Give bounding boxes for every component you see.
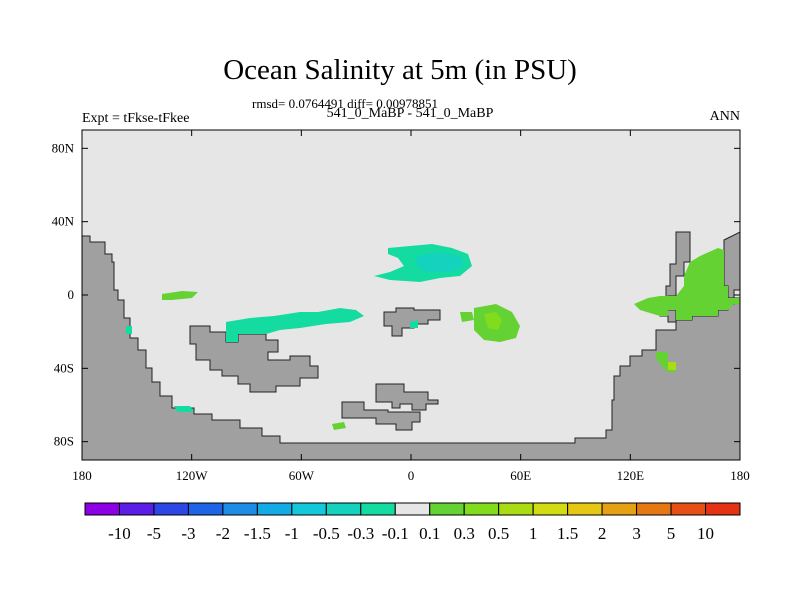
colorbar-swatch [360,502,396,516]
colorbar-label: 0.5 [488,524,509,543]
anomaly-small-4 [126,326,132,334]
x-tick-label: 120E [617,468,645,483]
colorbar-label: -1.5 [244,524,271,543]
anomaly-north-atlantic-core [416,252,464,272]
colorbar-label: -3 [181,524,195,543]
y-tick-label: 0 [68,287,75,302]
x-tick-label: 60W [289,468,315,483]
colorbar-label: -1 [285,524,299,543]
anomaly-northwest-pacific [668,248,740,320]
colorbar-label: -10 [108,524,131,543]
colorbar-swatch [222,502,258,516]
case-label: 541_0_MaBP - 541_0_MaBP [326,106,494,121]
colorbar-label: 5 [667,524,676,543]
colorbar: -10 -5 -3 -2 -1.5 -1 -0.5 -0.3 -0.1 0.1 0.3 0.5 1 1.5… [84,502,741,543]
x-tick-label: 60E [510,468,531,483]
y-tick-label: 80S [54,434,74,449]
negative-anomalies [126,244,472,412]
stats-line: rmsd= 0.0764491 diff= 0.00978851 [252,96,438,111]
y-tick-label: 80N [52,140,75,155]
colorbar-swatch [256,502,293,516]
anomaly-small-5 [410,320,418,328]
anomaly-small-1 [460,312,474,322]
colorbar-swatch [705,502,741,516]
land-continent-c [375,383,439,411]
colorbar-label: 1 [529,524,538,543]
colorbar-swatch [601,502,638,516]
x-tick-label: 0 [408,468,415,483]
colorbar-swatch [532,502,569,516]
colorbar-label: 0.1 [419,524,440,543]
chart-title: Ocean Salinity at 5m (in PSU) [223,54,577,86]
colorbar-label: 3 [632,524,641,543]
colorbar-swatch [429,502,465,516]
season-label: ANN [709,109,740,124]
axis-ticks: 180 120W 60W 0 60E 120E 180 80N 40N 0 40S 80S [52,130,750,483]
anomaly-western-patch [162,291,198,300]
positive-anomalies [162,248,740,430]
colorbar-swatch [567,502,603,516]
land-masses [81,231,741,461]
colorbar-swatch [498,502,534,516]
anomaly-central-band [226,308,364,342]
colorbar-swatch [325,502,362,516]
colorbar-label: -2 [216,524,230,543]
anomaly-small-3 [174,406,194,412]
anomaly-small-2 [332,422,346,430]
anomaly-indian-core [484,312,502,330]
colorbar-label: 10 [697,524,714,543]
colorbar-swatch [153,502,189,516]
colorbar-swatch [84,502,120,516]
colorbar-label: 1.5 [557,524,578,543]
y-tick-label: 40S [54,360,74,375]
colorbar-swatch [394,502,431,516]
colorbar-label: -0.3 [347,524,374,543]
colorbar-label: 0.3 [454,524,475,543]
x-tick-label: 180 [730,468,750,483]
anomaly-east-pacific [634,296,676,316]
colorbar-swatch [291,502,327,516]
colorbar-label: -0.5 [313,524,340,543]
colorbar-label: 2 [598,524,607,543]
y-tick-label: 40N [52,214,75,229]
x-tick-label: 120W [176,468,209,483]
anomaly-south-core [668,362,676,370]
colorbar-label: -5 [147,524,161,543]
colorbar-swatch [187,502,224,516]
experiment-label: Expt = tFkse-tFkee [82,111,190,126]
colorbar-swatch [118,502,155,516]
colorbar-swatch [463,502,500,516]
colorbar-swatch [670,502,707,516]
x-tick-label: 180 [72,468,92,483]
colorbar-label: -0.1 [382,524,409,543]
land-continent-d [341,401,421,431]
colorbar-swatch [636,502,672,516]
